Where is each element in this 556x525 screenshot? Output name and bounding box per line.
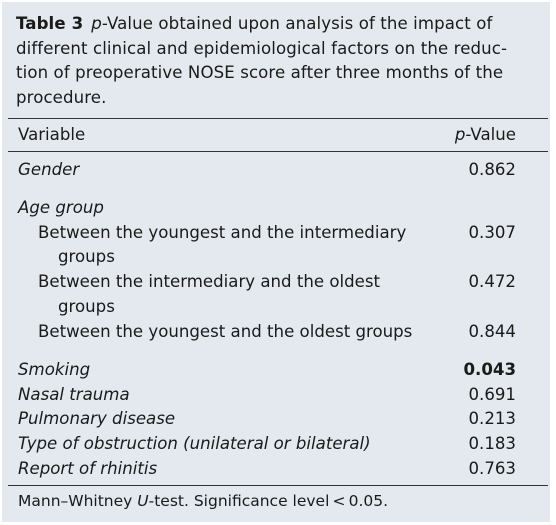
table-number: Table 3 xyxy=(16,14,84,33)
caption-line-2: different clinical and epidemiological f… xyxy=(16,38,508,58)
header-variable: Variable xyxy=(18,125,86,144)
row-nasal-trauma-value: 0.691 xyxy=(468,385,516,404)
caption-line-4: procedure. xyxy=(16,87,107,107)
caption-line-3: tion of preoperative NOSE score after th… xyxy=(16,63,504,82)
row-nasal-trauma-label: Nasal trauma xyxy=(18,385,130,404)
header-p-rest: -Value xyxy=(465,125,516,144)
caption-p-italic: p xyxy=(91,14,102,33)
table-footnote: Mann–Whitney U-test. Significance level … xyxy=(18,490,388,512)
row-age3-value: 0.844 xyxy=(468,322,516,341)
row-obstruction-label: Type of obstruction (unilateral or bilat… xyxy=(18,434,371,453)
row-age2-label-cont: groups xyxy=(58,297,115,316)
row-smoking-label: Smoking xyxy=(18,360,91,379)
footnote-u-italic: U xyxy=(137,492,149,510)
top-rule xyxy=(8,118,548,119)
row-age2-label: Between the intermediary and the oldest xyxy=(38,272,381,291)
table-caption: Table 3 p-Value obtained upon analysis of… xyxy=(16,12,542,110)
row-rhinitis-label: Report of rhinitis xyxy=(18,459,158,478)
row-age-group-label: Age group xyxy=(18,198,104,217)
row-age1-label: Between the youngest and the intermediar… xyxy=(38,223,407,242)
caption-line-1: Table 3 p-Value obtained upon analysis of… xyxy=(16,12,542,37)
row-gender-label: Gender xyxy=(18,160,80,179)
row-pulmonary-label: Pulmonary disease xyxy=(18,409,176,428)
bottom-rule xyxy=(8,485,548,486)
row-age1-label-cont: groups xyxy=(58,247,115,266)
header-pvalue: p-Value xyxy=(455,123,516,148)
row-pulmonary-value: 0.213 xyxy=(468,409,516,428)
footnote-post: -test. Significance level < 0.05. xyxy=(148,492,389,510)
row-age2-value: 0.472 xyxy=(468,272,516,291)
caption-line-1-text: -Value obtained upon analysis of the imp… xyxy=(101,14,493,33)
row-rhinitis-value: 0.763 xyxy=(468,459,516,478)
table-panel: Table 3 p-Value obtained upon analysis of… xyxy=(2,2,550,522)
row-gender-value: 0.862 xyxy=(468,160,516,179)
footnote-pre: Mann–Whitney xyxy=(18,492,138,510)
row-obstruction-value: 0.183 xyxy=(468,434,516,453)
row-smoking-value: 0.043 xyxy=(463,360,517,379)
header-p-italic: p xyxy=(454,125,466,144)
row-age1-value: 0.307 xyxy=(468,223,516,242)
row-age3-label: Between the youngest and the oldest grou… xyxy=(38,322,413,341)
header-rule xyxy=(8,151,548,152)
